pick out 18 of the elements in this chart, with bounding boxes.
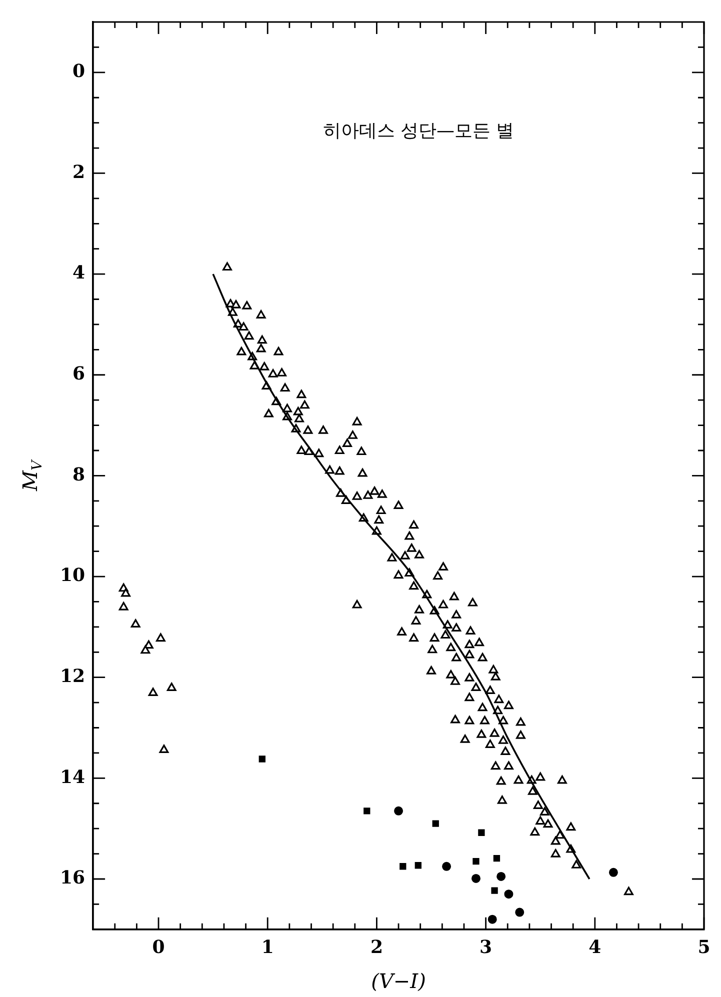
x-axis-title: (V−I)	[371, 969, 426, 994]
x-tick-label: 5	[698, 936, 710, 958]
y-axis-title: MV	[18, 458, 46, 492]
y-tick-label: 14	[60, 766, 86, 788]
x-tick-label: 4	[588, 936, 602, 958]
x-tick-label: 2	[370, 936, 383, 958]
y-tick-label: 6	[72, 364, 86, 385]
x-tick-label: 0	[152, 936, 165, 958]
y-tick-label: 8	[72, 464, 86, 486]
x-tick-label: 1	[261, 936, 274, 958]
y-tick-label: 4	[72, 262, 86, 284]
y-tick-label: 16	[60, 868, 86, 889]
y-tick-label: 2	[72, 162, 86, 183]
text: 히아데스 성단—모든 별	[322, 120, 514, 142]
y-tick-label: 10	[60, 565, 86, 586]
y-tick-label: 0	[72, 61, 86, 82]
y-tick-label: 12	[60, 666, 86, 688]
x-tick-label: 3	[480, 936, 492, 958]
